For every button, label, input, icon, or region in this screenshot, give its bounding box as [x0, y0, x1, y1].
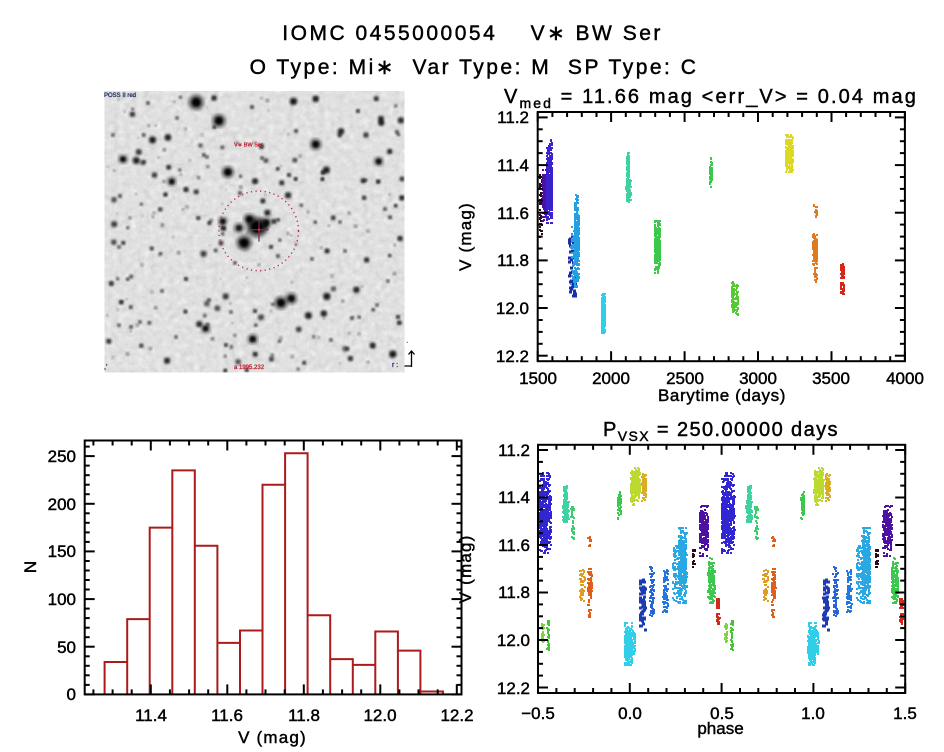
svg-text:V∗ BW Ser: V∗ BW Ser — [234, 143, 263, 149]
svg-text:12.0: 12.0 — [497, 631, 530, 650]
svg-text:4000: 4000 — [886, 369, 924, 388]
svg-text:`: ` — [406, 341, 409, 350]
svg-text:,': ,' — [104, 364, 107, 371]
svg-text:−0.5: −0.5 — [521, 704, 555, 723]
svg-text:POSS II red: POSS II red — [104, 93, 136, 99]
svg-text:11.4: 11.4 — [135, 706, 167, 725]
svg-text:r :: r : — [392, 362, 398, 369]
svg-text:11.2: 11.2 — [497, 108, 529, 127]
svg-text:11.2: 11.2 — [498, 441, 530, 460]
svg-text:11.6: 11.6 — [211, 706, 243, 725]
svg-text:12.2: 12.2 — [496, 347, 529, 366]
svg-text:11.8: 11.8 — [498, 583, 530, 602]
svg-text:V (mag): V (mag) — [238, 728, 307, 747]
svg-text:50: 50 — [57, 638, 76, 657]
svg-text:1.5: 1.5 — [893, 704, 917, 723]
svg-text:11.4: 11.4 — [498, 488, 530, 507]
svg-text:11.8: 11.8 — [497, 251, 529, 270]
svg-text:11.6: 11.6 — [497, 204, 529, 223]
svg-text:Vmed = 11.66 mag <err_V> =: Vmed = 11.66 mag <err_V> = 0.04 mag — [504, 86, 918, 111]
svg-text:PVSX = 250.00000 days: PVSX = 250.00000 days — [603, 419, 839, 444]
svg-text:V (mag): V (mag) — [456, 534, 475, 603]
svg-text:N: N — [21, 561, 40, 573]
svg-text:12.0: 12.0 — [496, 299, 529, 318]
svg-text:12.2: 12.2 — [497, 679, 530, 698]
svg-text:12.2: 12.2 — [440, 706, 473, 725]
svg-text:3000: 3000 — [739, 369, 777, 388]
svg-text:2500: 2500 — [666, 369, 704, 388]
svg-text:11.8: 11.8 — [288, 706, 320, 725]
svg-text:Barytime (days): Barytime (days) — [658, 386, 786, 405]
svg-text:1500: 1500 — [519, 369, 557, 388]
svg-text:12.0: 12.0 — [363, 706, 396, 725]
svg-text:150: 150 — [48, 542, 76, 561]
svg-text:1.0: 1.0 — [801, 704, 825, 723]
svg-text:2000: 2000 — [592, 369, 630, 388]
svg-text:a 1995.232: a 1995.232 — [234, 365, 265, 371]
svg-text:0: 0 — [67, 685, 76, 704]
svg-text:250: 250 — [48, 447, 76, 466]
svg-text:3500: 3500 — [812, 369, 850, 388]
svg-text:11.4: 11.4 — [497, 156, 529, 175]
svg-text:V (mag): V (mag) — [456, 202, 475, 271]
svg-text:11.6: 11.6 — [498, 536, 530, 555]
svg-text:0.0: 0.0 — [618, 704, 642, 723]
svg-text:0.5: 0.5 — [710, 704, 734, 723]
svg-text:IOMC 0455000054 V∗ BW Ser: IOMC 0455000054 V∗ BW Ser — [282, 22, 663, 45]
svg-text:200: 200 — [48, 495, 76, 514]
svg-text:O Type: Mi∗ Var Type: M SP T: O Type: Mi∗ Var Type: M SP Type: C — [250, 56, 699, 79]
svg-text:phase: phase — [697, 719, 743, 738]
svg-text:100: 100 — [48, 590, 76, 609]
